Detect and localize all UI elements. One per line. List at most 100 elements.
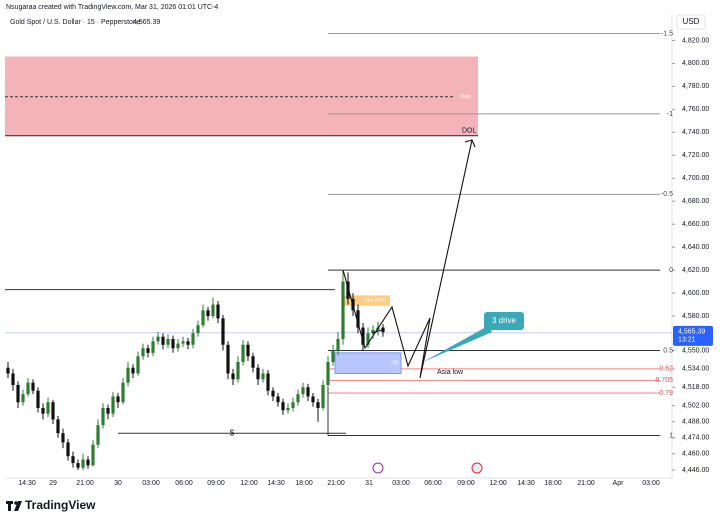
x-tick-label: 18:00 — [295, 480, 313, 487]
asia-low-label: Asia low — [437, 369, 464, 376]
countdown: 13:21 — [678, 337, 696, 344]
y-tick-label: 4,680.00 — [682, 198, 709, 205]
x-tick-label: 31 — [365, 480, 373, 487]
y-tick-label: 4,446.00 — [682, 467, 709, 474]
x-tick-label: 30 — [114, 480, 122, 487]
candle-body — [71, 456, 75, 464]
fib-label: -0.5 — [661, 191, 673, 198]
candle-body — [131, 367, 135, 374]
candle-body — [331, 350, 335, 362]
candle-body — [136, 356, 140, 374]
x-tick-label: 14:30 — [517, 480, 535, 487]
candle-body — [226, 344, 230, 374]
price-tag-label: 4,565.39 — [678, 329, 705, 336]
x-tick-label: 03:00 — [142, 480, 160, 487]
candle-body — [311, 396, 315, 403]
ifvg-label: 14m IFVG — [364, 298, 387, 304]
callout-text: 3 drive — [492, 316, 517, 325]
candle-body — [11, 373, 15, 385]
candle-body — [186, 341, 190, 345]
callout-box — [484, 312, 524, 330]
x-tick-label: 14:30 — [267, 480, 285, 487]
candle-body — [56, 419, 60, 434]
y-tick-label: 4,800.00 — [682, 60, 709, 67]
candle-body — [211, 304, 215, 317]
candle-body — [111, 396, 115, 414]
x-tick-label: 12:00 — [489, 480, 507, 487]
candle-body — [21, 394, 25, 403]
candle-body — [171, 339, 175, 349]
dol-label: DOL — [462, 128, 477, 135]
y-tick-label: 4,460.00 — [682, 451, 709, 458]
candle-body — [336, 339, 340, 351]
x-tick-label: 03:00 — [392, 480, 410, 487]
candle-body — [141, 348, 145, 357]
y-tick-label: 4,488.00 — [682, 419, 709, 426]
candle-body — [196, 325, 200, 334]
candle-body — [16, 384, 20, 403]
candle-body — [96, 425, 100, 445]
candle-body — [206, 310, 210, 317]
x-tick-label: 09:00 — [457, 480, 475, 487]
currency-box[interactable] — [676, 14, 706, 30]
candle-body — [41, 407, 45, 414]
candle-body — [366, 333, 370, 345]
ob-box — [334, 352, 402, 374]
low-label: $ — [230, 428, 235, 437]
zone-label: Daily — [460, 94, 472, 100]
price-tag — [673, 325, 713, 346]
candle-body — [381, 327, 385, 333]
candle-body — [251, 356, 255, 368]
candle-body — [371, 329, 375, 334]
y-tick-label: 4,820.00 — [682, 37, 709, 44]
candle-body — [316, 402, 320, 408]
candle-body — [361, 327, 365, 345]
y-tick-label: 4,580.00 — [682, 313, 709, 320]
candle-body — [276, 396, 280, 403]
candle-body — [161, 336, 165, 345]
x-tick-label: 21:00 — [76, 480, 94, 487]
candle-body — [356, 310, 360, 328]
candle-body — [101, 407, 105, 426]
candle-body — [256, 367, 260, 380]
y-tick-label: 4,600.00 — [682, 290, 709, 297]
candle-body — [151, 341, 155, 353]
y-tick-label: 4,760.00 — [682, 106, 709, 113]
x-tick-label: 21:00 — [577, 480, 595, 487]
candle-body — [26, 382, 30, 395]
y-tick-label: 4,720.00 — [682, 152, 709, 159]
event-icon[interactable] — [471, 462, 483, 474]
fib-label: 0.62 — [659, 366, 673, 373]
fib-label: 0.5 — [663, 347, 673, 354]
candle-body — [81, 459, 85, 468]
candle-body — [36, 390, 40, 408]
candle-body — [6, 367, 10, 374]
fib-label: 0.79 — [659, 390, 673, 397]
candle-body — [166, 339, 170, 345]
candle-body — [221, 318, 225, 345]
candle-body — [301, 387, 305, 395]
x-tick-label: 09:00 — [207, 480, 225, 487]
candle-body — [126, 367, 130, 383]
candle-body — [321, 384, 325, 408]
candle-body — [116, 396, 120, 403]
fib-label: 0.705 — [655, 377, 673, 384]
candle-body — [286, 407, 290, 411]
candle-body — [86, 459, 90, 466]
candle-body — [91, 444, 95, 466]
x-tick-label: 06:00 — [175, 480, 193, 487]
fib-label: -1.5 — [661, 30, 673, 37]
fib-label: -1 — [667, 111, 673, 118]
x-tick-label: 03:00 — [642, 480, 660, 487]
y-tick-label: 4,620.00 — [682, 267, 709, 274]
y-tick-label: 4,700.00 — [682, 175, 709, 182]
x-tick-label: 14:30 — [18, 480, 36, 487]
candle-body — [181, 341, 185, 344]
arrow-head — [464, 139, 476, 148]
candle-body — [201, 310, 205, 326]
y-tick-label: 4,550.00 — [682, 347, 709, 354]
credit: Nsugaraa created with TradingView.com, M… — [6, 4, 218, 11]
event-icon[interactable] — [372, 462, 384, 474]
last-price: 4,565.39 — [133, 19, 160, 26]
